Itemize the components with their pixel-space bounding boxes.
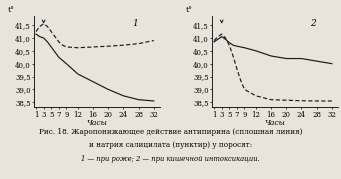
Y-axis label: t°: t° xyxy=(8,6,15,14)
Text: 2: 2 xyxy=(310,19,316,28)
Y-axis label: t°: t° xyxy=(186,6,193,14)
Text: 1: 1 xyxy=(132,19,138,28)
Text: и натрия салицилата (пунктир) у поросят:: и натрия салицилата (пунктир) у поросят: xyxy=(89,141,252,149)
X-axis label: Часы: Часы xyxy=(265,119,285,127)
X-axis label: Часы: Часы xyxy=(86,119,107,127)
Text: Рис. 18. Жаропонижающее действие антипирина (сплошная линия): Рис. 18. Жаропонижающее действие антипир… xyxy=(39,128,302,136)
Text: 1 — при роже; 2 — при кишечной интоксикации.: 1 — при роже; 2 — при кишечной интоксика… xyxy=(81,155,260,163)
